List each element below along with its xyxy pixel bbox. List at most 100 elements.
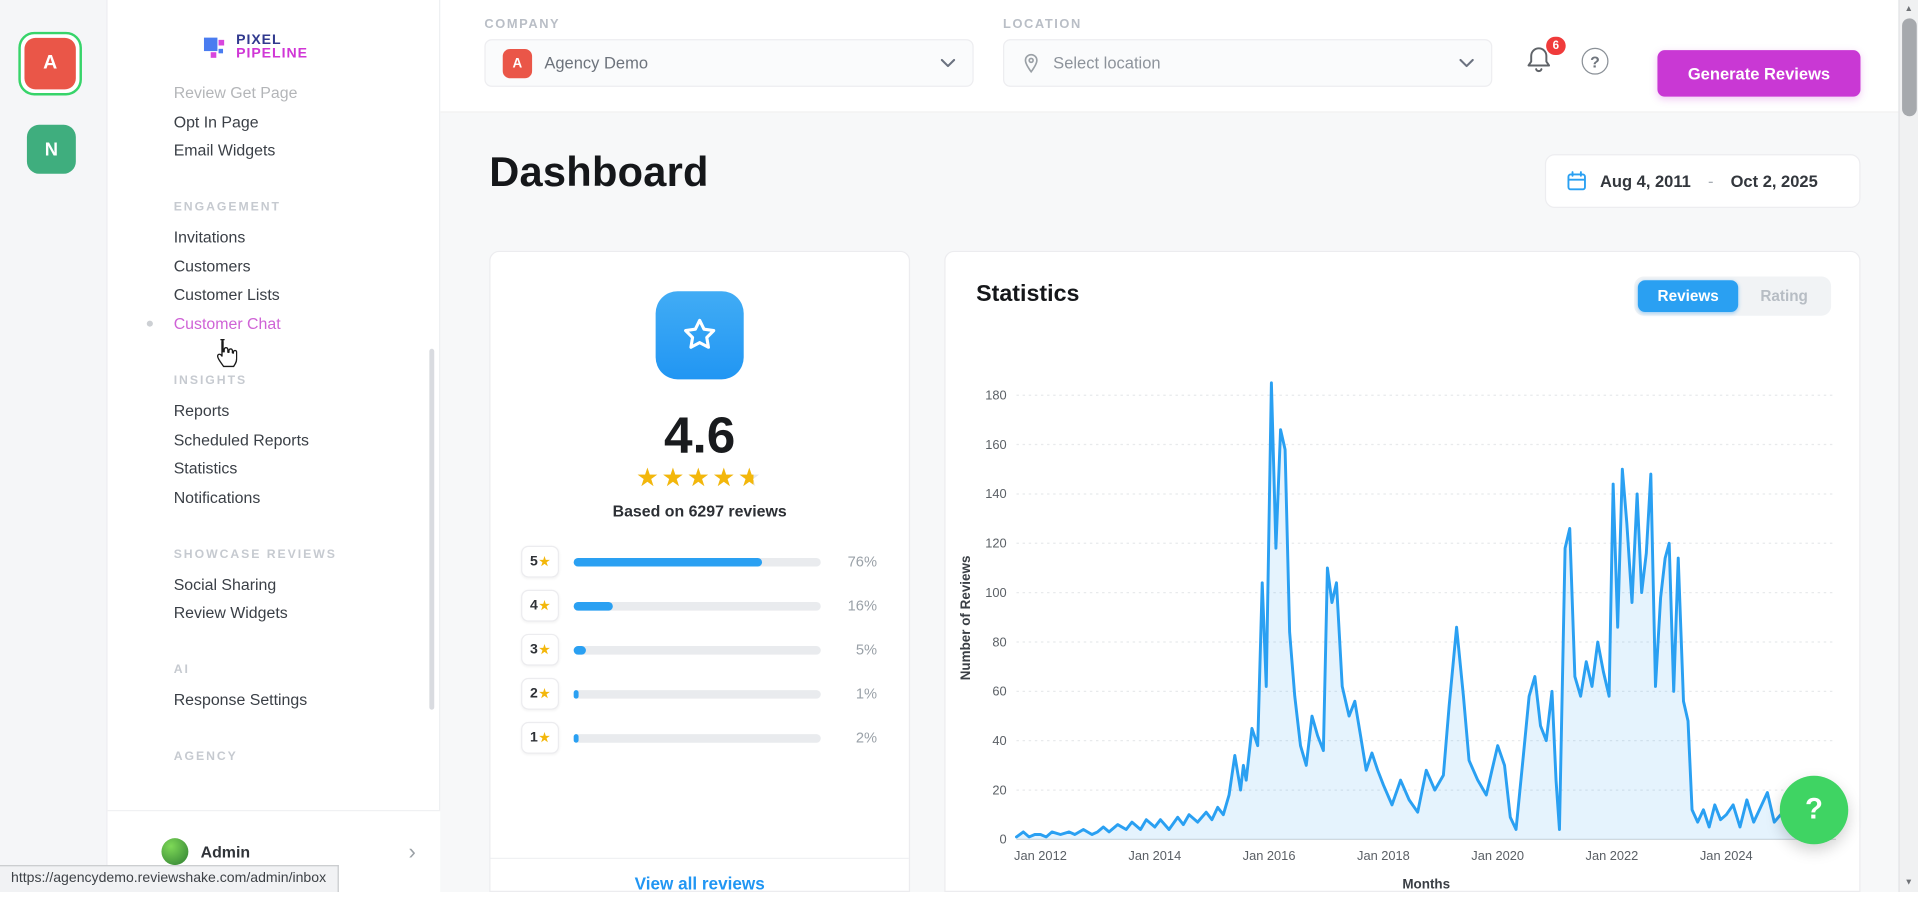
svg-text:40: 40 xyxy=(992,733,1006,748)
svg-text:Jan 2014: Jan 2014 xyxy=(1128,848,1181,863)
sidebar-item-review-widgets[interactable]: Review Widgets xyxy=(173,603,288,622)
rating-summary-card: 4.6 ★★★★★ ★★★★★ Based on 6297 reviews 5 ★… xyxy=(489,250,911,894)
location-select[interactable]: Select location xyxy=(1003,39,1493,87)
tab-rating[interactable]: Rating xyxy=(1741,280,1828,312)
rating-bar-fill xyxy=(573,689,579,699)
star-icon: ★ xyxy=(539,643,551,657)
average-rating-score: 4.6 xyxy=(663,406,736,464)
sidebar-item-statistics[interactable]: Statistics xyxy=(173,459,238,478)
svg-text:Jan 2024: Jan 2024 xyxy=(1700,848,1753,863)
sidebar-item-notifications[interactable]: Notifications xyxy=(173,488,261,507)
svg-text:80: 80 xyxy=(992,634,1006,649)
location-pin-icon xyxy=(1024,53,1038,73)
star-icon: ★ xyxy=(539,731,551,745)
logo-icon xyxy=(203,37,225,58)
hover-dot xyxy=(146,320,153,327)
svg-text:60: 60 xyxy=(992,684,1006,699)
rating-breakdown: 5 ★ 76% 4 ★ 16% 3 ★ 5% 2 ★ 1% 1 ★ 2% xyxy=(521,545,878,766)
admin-avatar xyxy=(161,838,189,866)
rating-bar-fill xyxy=(573,557,762,566)
date-range-picker[interactable]: Aug 4, 2011 - Oct 2, 2025 xyxy=(1544,154,1861,209)
sidebar-item-scheduled-reports[interactable]: Scheduled Reports xyxy=(173,430,309,449)
sidebar-item-customer-lists[interactable]: Customer Lists xyxy=(173,285,280,304)
rating-bar-track xyxy=(573,645,821,655)
sidebar-item-response-settings[interactable]: Response Settings xyxy=(173,690,308,709)
page-scrollbar[interactable]: ▲ ▼ xyxy=(1898,0,1918,893)
svg-text:Jan 2016: Jan 2016 xyxy=(1243,848,1296,863)
location-placeholder: Select location xyxy=(1053,53,1161,73)
sidebar-item-customers[interactable]: Customers xyxy=(173,256,251,276)
notifications-button[interactable]: 6 xyxy=(1524,36,1566,81)
nav-section-header: AI xyxy=(173,663,190,677)
notifications-badge: 6 xyxy=(1546,36,1566,56)
logo-text: PIXEL PIPELINE xyxy=(236,33,309,62)
rating-percent: 5% xyxy=(855,641,878,659)
view-all-reviews-link[interactable]: View all reviews xyxy=(634,873,765,894)
svg-text:Jan 2020: Jan 2020 xyxy=(1471,848,1524,863)
company-label: COMPANY xyxy=(484,17,561,32)
svg-text:Jan 2022: Jan 2022 xyxy=(1586,848,1639,863)
tab-reviews[interactable]: Reviews xyxy=(1637,280,1739,313)
average-rating-stars: ★★★★★ ★★★★★ xyxy=(491,464,909,492)
company-value: Agency Demo xyxy=(544,53,649,73)
svg-text:Jan 2012: Jan 2012 xyxy=(1014,848,1067,863)
star-count-badge: 4 ★ xyxy=(521,589,560,622)
chevron-down-icon xyxy=(940,58,956,67)
scrollbar-thumb[interactable] xyxy=(1902,18,1917,117)
sidebar-item-email-widgets[interactable]: Email Widgets xyxy=(173,141,276,160)
chevron-down-icon xyxy=(1459,58,1474,67)
sidebar-item-social-sharing[interactable]: Social Sharing xyxy=(173,574,277,593)
star-count-badge: 2 ★ xyxy=(521,677,560,710)
logo-text-pixel: PIXEL xyxy=(236,33,282,48)
rating-bar-fill xyxy=(573,733,579,743)
generate-reviews-button[interactable]: Generate Reviews xyxy=(1657,50,1861,97)
sidebar-item-opt-in-page[interactable]: Opt In Page xyxy=(173,112,259,131)
workspace-avatar-n[interactable]: N xyxy=(26,124,76,174)
nav-section-header: SHOWCASE REVIEWS xyxy=(173,547,337,562)
rating-bar-fill xyxy=(573,645,587,655)
svg-text:180: 180 xyxy=(985,388,1006,403)
star-icon: ★ xyxy=(539,598,551,613)
sidebar-item-customer-chat[interactable]: Customer Chat xyxy=(146,310,441,339)
rating-row-4-star: 4 ★ 16% xyxy=(521,589,877,622)
sidebar-item-invitations[interactable]: Invitations xyxy=(173,227,246,247)
svg-text:120: 120 xyxy=(985,536,1006,551)
workspace-rail: A N xyxy=(0,0,108,893)
logo-text-pipeline: PIPELINE xyxy=(236,46,309,62)
reviews-line-chart: 0 20 40 60 80 100 120 140 160 180 Jan 2012 Jan 2014… xyxy=(958,381,1837,891)
svg-text:160: 160 xyxy=(985,437,1006,452)
location-label: LOCATION xyxy=(1003,17,1082,32)
star-outline-icon xyxy=(684,318,716,349)
company-select[interactable]: A Agency Demo xyxy=(484,39,974,87)
rating-bar-track xyxy=(573,733,821,743)
svg-text:100: 100 xyxy=(985,585,1006,600)
rating-bar-fill xyxy=(573,601,614,610)
statistics-card: Statistics Reviews Rating 0 20 40 60 80 100 12… xyxy=(944,250,1861,893)
rating-bar-track xyxy=(573,601,821,610)
topbar: COMPANY A Agency Demo LOCATION Select xyxy=(440,0,1899,113)
sidebar-scrollbar-thumb[interactable] xyxy=(429,348,435,710)
page-title: Dashboard xyxy=(489,149,709,196)
help-fab[interactable]: ? xyxy=(1779,775,1849,845)
rating-row-5-star: 5 ★ 76% xyxy=(521,545,877,578)
sidebar-item-review-get-page[interactable]: Review Get Page xyxy=(173,83,298,102)
review-count-text: Based on 6297 reviews xyxy=(612,501,787,521)
rating-bar-track xyxy=(573,557,821,566)
rating-percent: 2% xyxy=(855,729,878,747)
date-range-separator: - xyxy=(1707,171,1714,191)
star-count-badge: 1 ★ xyxy=(521,721,560,754)
app-logo: PIXEL PIPELINE xyxy=(201,33,309,62)
scroll-down-button[interactable]: ▼ xyxy=(1904,878,1914,888)
sidebar-item-reports[interactable]: Reports xyxy=(173,401,230,420)
rating-bar-track xyxy=(573,689,821,699)
rating-row-3-star: 3 ★ 5% xyxy=(521,633,878,666)
workspace-avatar-selected-ring[interactable]: A xyxy=(18,31,82,96)
scroll-up-button[interactable]: ▲ xyxy=(1904,4,1914,14)
svg-text:Jan 2018: Jan 2018 xyxy=(1357,848,1410,863)
help-button[interactable]: ? xyxy=(1581,47,1609,75)
svg-text:140: 140 xyxy=(985,486,1006,501)
stats-toggle: Reviews Rating xyxy=(1634,276,1832,316)
star-count-badge: 3 ★ xyxy=(521,633,560,666)
main-content: COMPANY A Agency Demo LOCATION Select xyxy=(440,0,1899,894)
star-icon: ★ xyxy=(539,554,551,569)
